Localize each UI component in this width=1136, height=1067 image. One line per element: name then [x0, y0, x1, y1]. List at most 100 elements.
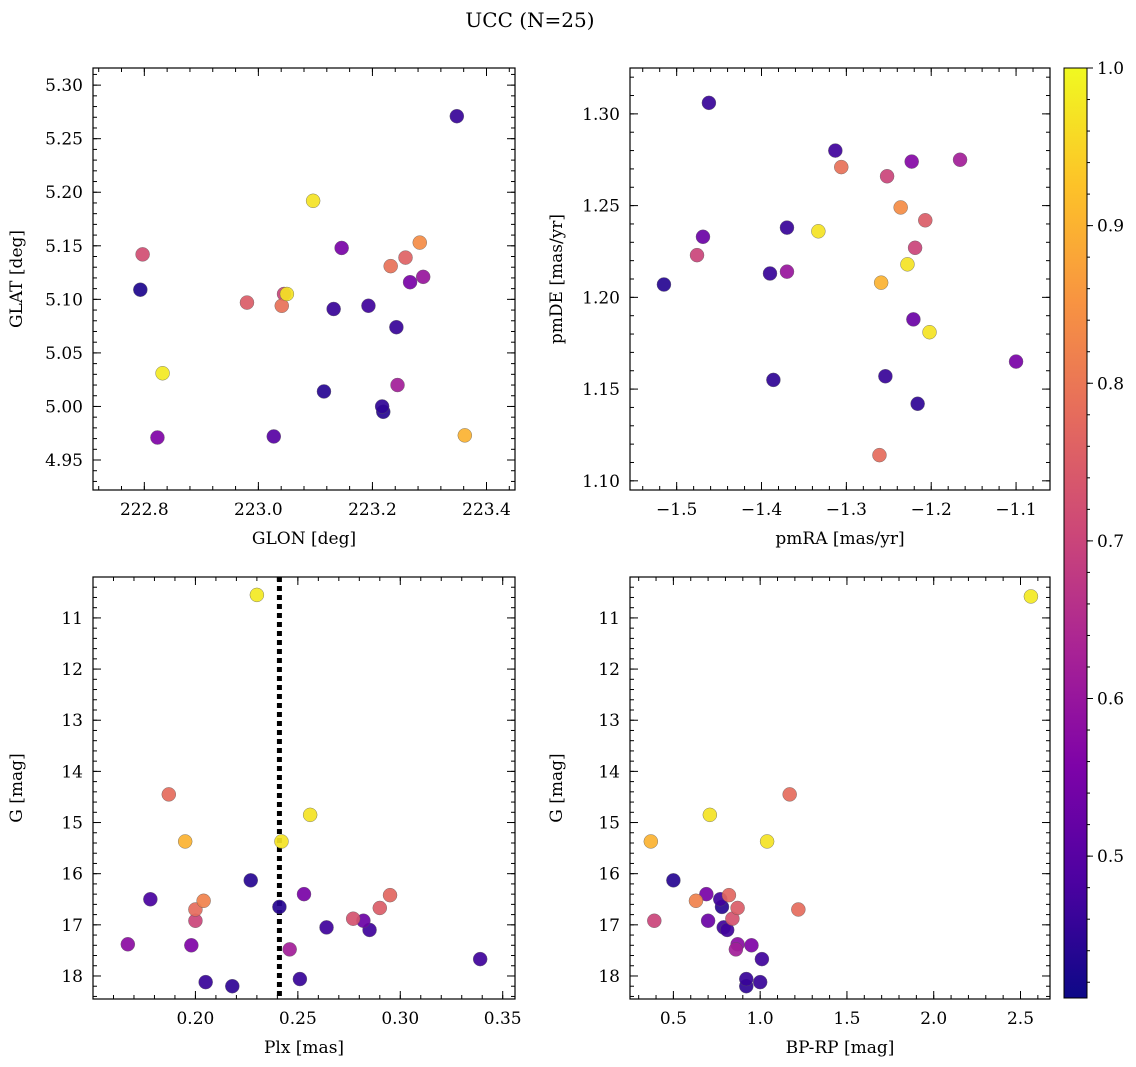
x-tick-label: 1.0 — [747, 1009, 774, 1029]
scatter-point — [457, 428, 473, 443]
scatter-point — [762, 266, 778, 281]
scatter-point — [266, 429, 281, 444]
y-tick-label: 11 — [598, 609, 620, 629]
scatter-point — [1008, 354, 1024, 369]
y-tick-label: 1.20 — [582, 288, 620, 308]
y-tick-label: 5.20 — [45, 183, 83, 203]
scatter-point — [666, 873, 681, 888]
scatter-point — [319, 920, 334, 935]
scatter-point — [752, 974, 768, 990]
scatter-point — [389, 319, 404, 335]
scatter-point — [922, 325, 937, 340]
y-tick-label: 17 — [598, 916, 620, 936]
scatter-point — [279, 286, 295, 302]
y-tick-label: 12 — [598, 660, 620, 680]
x-tick-label: −1.2 — [911, 500, 952, 520]
x-tick-label: 0.20 — [176, 1009, 214, 1029]
colorbar-tick-label: 0.8 — [1097, 374, 1124, 394]
x-tick-label: −1.1 — [995, 500, 1036, 520]
scatter-point — [834, 159, 849, 175]
scatter-point — [402, 275, 418, 290]
scatter-point — [791, 902, 806, 917]
scatter-point — [326, 301, 341, 317]
scatter-point — [345, 911, 361, 926]
x-axis-label: pmRA [mas/yr] — [775, 529, 904, 549]
x-tick-label: 2.0 — [920, 1009, 947, 1029]
y-tick-label: 1.30 — [582, 105, 620, 125]
scatter-point — [334, 240, 349, 256]
scatter-point — [739, 971, 754, 987]
y-tick-label: 4.95 — [45, 451, 83, 471]
colorbar-tick-label: 0.6 — [1097, 690, 1124, 710]
scatter-point — [754, 951, 770, 967]
y-tick-label: 13 — [598, 711, 620, 731]
x-tick-label: 223.2 — [348, 500, 397, 520]
scatter-point — [316, 384, 332, 399]
y-tick-label: 15 — [598, 814, 620, 834]
y-tick-label: 5.00 — [45, 397, 83, 417]
x-tick-label: 223.4 — [462, 500, 511, 520]
scatter-point — [282, 942, 297, 957]
scatter-point — [161, 787, 176, 802]
colorbar-tick-label: 0.9 — [1097, 217, 1124, 237]
scatter-point — [647, 913, 662, 928]
y-tick-label: 17 — [61, 916, 83, 936]
scatter-point — [779, 220, 795, 235]
y-tick-label: 16 — [61, 865, 83, 885]
plot-frame — [629, 67, 1051, 491]
scatter-point — [699, 886, 714, 902]
plot-frame — [629, 576, 1051, 1000]
colorbar-tick-label: 1.0 — [1097, 59, 1124, 79]
x-axis-label: Plx [mas] — [264, 1038, 344, 1058]
scatter-point — [656, 277, 672, 292]
scatter-point — [730, 900, 745, 916]
y-axis-label: GLAT [deg] — [7, 230, 27, 328]
scatter-point — [449, 108, 465, 124]
colorbar-tick-label: 0.7 — [1097, 532, 1124, 552]
y-tick-label: 5.30 — [45, 76, 83, 96]
y-axis-label: pmDE [mas/yr] — [547, 214, 567, 344]
scatter-point — [472, 951, 488, 967]
scatter-point — [150, 430, 165, 445]
x-tick-label: 2.5 — [1007, 1009, 1034, 1029]
scatter-point — [302, 807, 318, 823]
scatter-point — [383, 258, 398, 274]
scatter-point — [759, 834, 775, 849]
scatter-point — [872, 447, 887, 463]
scatter-point — [272, 899, 287, 915]
y-tick-label: 1.25 — [582, 197, 620, 217]
figure-title: UCC (N=25) — [465, 8, 594, 32]
scatter-point — [811, 224, 826, 239]
x-tick-label: −1.4 — [741, 500, 782, 520]
y-tick-label: 13 — [61, 711, 83, 731]
x-tick-label: 0.35 — [484, 1009, 522, 1029]
scatter-point — [779, 264, 795, 279]
scatter-point — [382, 887, 398, 903]
scatter-point — [305, 193, 321, 209]
scatter-point — [296, 886, 312, 902]
colorbar-tick-label: 0.5 — [1097, 847, 1124, 867]
scatter-point — [1023, 589, 1039, 604]
scatter-point — [907, 240, 923, 256]
y-tick-label: 5.10 — [45, 290, 83, 310]
scatter-point — [243, 873, 258, 888]
x-tick-label: −1.3 — [826, 500, 867, 520]
y-axis-label: G [mag] — [547, 753, 567, 822]
scatter-point — [133, 282, 148, 297]
y-tick-label: 11 — [61, 609, 83, 629]
scatter-point — [910, 396, 925, 411]
scatter-point — [900, 257, 915, 272]
x-tick-label: −1.5 — [656, 500, 697, 520]
scatter-point — [177, 834, 193, 849]
scatter-point — [728, 942, 744, 957]
scatter-point — [120, 937, 136, 952]
colorbar: 0.5 0.6 0.7 0.8 0.9 1.0 — [1063, 59, 1124, 999]
scatter-point — [292, 971, 308, 987]
y-tick-label: 16 — [598, 865, 620, 885]
scatter-point — [249, 587, 265, 603]
scatter-point — [198, 974, 213, 990]
y-tick-label: 12 — [61, 660, 83, 680]
scatter-point — [906, 312, 921, 327]
y-tick-label: 5.15 — [45, 237, 83, 257]
